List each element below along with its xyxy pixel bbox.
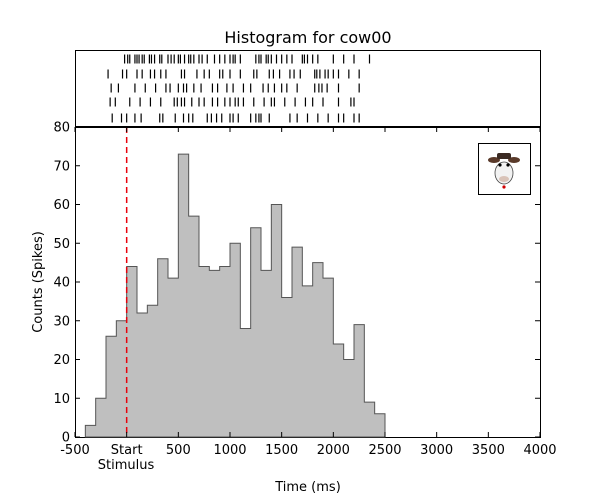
y-tick-label: 10 <box>53 392 70 407</box>
cow-face-icon <box>488 153 520 189</box>
y-tick-label: 60 <box>53 198 70 213</box>
histogram-bars <box>84 153 386 438</box>
y-tick-label: 30 <box>53 314 70 329</box>
y-tick-label: 50 <box>53 237 70 252</box>
x-tick-label: 3500 <box>472 443 505 458</box>
x-tick-label: 2000 <box>317 443 350 458</box>
x-tick-label: 1000 <box>213 443 246 458</box>
x-tick-label: 500 <box>166 443 191 458</box>
x-tick-label: Start <box>111 443 143 458</box>
x-tick-label: 3000 <box>420 443 453 458</box>
y-tick-label: 70 <box>53 159 70 174</box>
y-axis-label: Counts (Spikes) <box>31 231 46 333</box>
y-tick-label: 20 <box>53 353 70 368</box>
x-axis-label: Time (ms) <box>274 480 341 495</box>
x-tick-label: 4000 <box>523 443 556 458</box>
y-tick-label: 0 <box>62 431 70 446</box>
spike-raster <box>107 54 371 123</box>
x-tick-label: 1500 <box>265 443 298 458</box>
y-tick-label: 40 <box>53 276 70 291</box>
x-tick-label: 2500 <box>368 443 401 458</box>
axis-ticks: -500 Start 500 1000 1500 2000 2500 3000 3500 4000… <box>53 121 556 459</box>
legend-box <box>478 143 531 195</box>
y-tick-label: 80 <box>53 121 70 136</box>
chart-title: Histogram for cow00 <box>224 28 391 47</box>
x-tick-label: -500 <box>60 443 90 458</box>
stimulus-label: Stimulus <box>98 458 155 473</box>
